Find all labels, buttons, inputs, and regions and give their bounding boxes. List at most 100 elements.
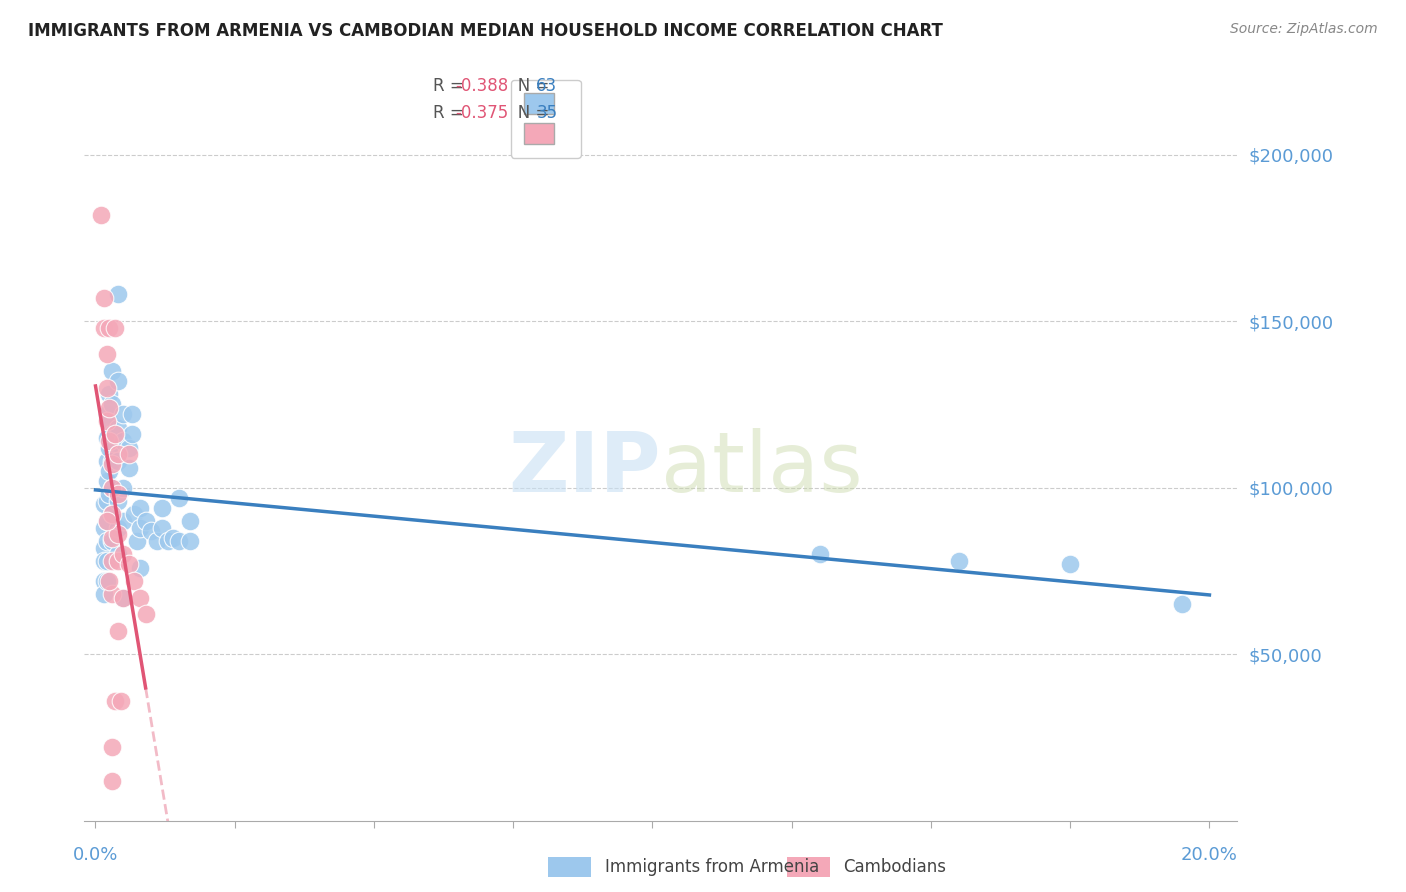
Point [104, 427, 127, 442]
Point [121, 427, 143, 442]
Point [101, 454, 124, 468]
Point [96, 454, 118, 468]
Point [101, 587, 124, 601]
Point [135, 607, 157, 622]
Point [101, 458, 124, 472]
Point [90, 208, 112, 222]
Point [167, 491, 190, 505]
Point [96, 414, 118, 428]
Point [129, 560, 152, 574]
Point [110, 694, 132, 708]
Point [98, 487, 121, 501]
Point [93, 497, 115, 511]
Point [118, 441, 141, 455]
Point [98, 441, 121, 455]
Text: 35: 35 [536, 103, 557, 121]
Point [112, 591, 135, 605]
Point [101, 364, 124, 378]
Point [1170, 597, 1192, 611]
Point [162, 531, 184, 545]
Point [118, 558, 141, 572]
Point [101, 508, 124, 522]
Legend: , : , [510, 79, 581, 158]
Point [96, 514, 118, 528]
Point [93, 574, 115, 588]
Text: -0.375: -0.375 [456, 103, 509, 121]
Text: Source: ZipAtlas.com: Source: ZipAtlas.com [1230, 22, 1378, 37]
Text: -0.388: -0.388 [456, 78, 509, 95]
Point [98, 387, 121, 401]
Point [107, 624, 129, 638]
Point [179, 533, 201, 548]
Point [179, 514, 201, 528]
Point [808, 547, 831, 561]
Text: 63: 63 [536, 78, 557, 95]
Text: ZIP: ZIP [509, 428, 661, 509]
Point [127, 533, 149, 548]
Text: IMMIGRANTS FROM ARMENIA VS CAMBODIAN MEDIAN HOUSEHOLD INCOME CORRELATION CHART: IMMIGRANTS FROM ARMENIA VS CAMBODIAN MED… [28, 22, 943, 40]
Point [107, 520, 129, 534]
Point [96, 533, 118, 548]
Point [107, 547, 129, 561]
Point [1059, 558, 1081, 572]
Text: Cambodians: Cambodians [844, 858, 946, 876]
Point [107, 447, 129, 461]
Point [129, 591, 152, 605]
Point [96, 574, 118, 588]
Text: N =: N = [502, 78, 554, 95]
Point [93, 291, 115, 305]
Point [93, 320, 115, 334]
Point [101, 533, 124, 548]
Point [101, 531, 124, 545]
Text: R =: R = [433, 103, 468, 121]
Point [107, 487, 129, 501]
Point [129, 520, 152, 534]
Point [107, 454, 129, 468]
Text: N =: N = [502, 103, 554, 121]
Point [101, 554, 124, 568]
Point [107, 287, 129, 301]
Point [93, 587, 115, 601]
Point [150, 500, 173, 515]
Point [135, 514, 157, 528]
Point [124, 574, 146, 588]
Point [96, 514, 118, 528]
Point [98, 401, 121, 415]
Point [101, 397, 124, 411]
Point [93, 520, 115, 534]
Point [948, 554, 970, 568]
Text: 0.0%: 0.0% [73, 846, 118, 863]
Point [101, 508, 124, 522]
Text: R =: R = [433, 78, 468, 95]
Text: Immigrants from Armenia: Immigrants from Armenia [605, 858, 818, 876]
Point [112, 408, 135, 422]
Point [129, 500, 152, 515]
Point [112, 514, 135, 528]
Point [101, 481, 124, 495]
Point [96, 494, 118, 508]
Point [150, 520, 173, 534]
Point [112, 547, 135, 561]
Point [121, 408, 143, 422]
Point [141, 524, 163, 538]
Point [93, 554, 115, 568]
Point [112, 434, 135, 448]
Point [118, 447, 141, 461]
Point [96, 431, 118, 445]
Point [98, 434, 121, 448]
Point [104, 320, 127, 334]
Point [101, 427, 124, 442]
Point [98, 464, 121, 478]
Point [98, 574, 121, 588]
Point [98, 414, 121, 428]
Point [107, 494, 129, 508]
Point [96, 381, 118, 395]
Point [101, 740, 124, 755]
Point [112, 481, 135, 495]
Point [96, 474, 118, 488]
Point [96, 554, 118, 568]
Point [98, 320, 121, 334]
Point [93, 541, 115, 555]
Point [118, 460, 141, 475]
Point [156, 533, 179, 548]
